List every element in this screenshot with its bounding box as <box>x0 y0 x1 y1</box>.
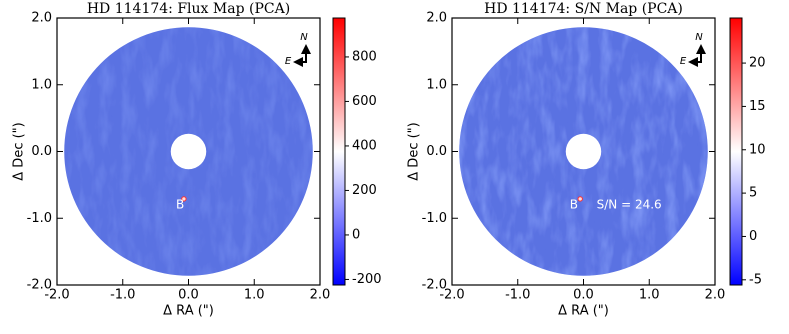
y-tick-label: -1.0 <box>422 211 447 226</box>
colorbar-tick-label: 0 <box>749 229 757 244</box>
image-noise <box>64 27 313 276</box>
companion <box>181 196 187 202</box>
x-tick-label: -1.0 <box>110 288 135 303</box>
annotation: B <box>570 197 578 211</box>
compass-east: E <box>680 56 687 67</box>
y-tick-label: 1.0 <box>31 77 52 92</box>
colorbar <box>729 17 743 286</box>
compass-north: N <box>300 32 308 43</box>
annotation: B <box>176 197 184 211</box>
y-tick-label: -2.0 <box>422 278 447 293</box>
compass-north: N <box>695 32 703 43</box>
annotation: S/N = 24.6 <box>597 197 662 211</box>
compass-east: E <box>285 56 292 67</box>
y-axis-label: Δ Dec (") <box>407 122 422 180</box>
chart-title: HD 114174: Flux Map (PCA) <box>87 1 290 17</box>
colorbar-tick-label: 0 <box>352 227 360 242</box>
x-tick-label: 0.0 <box>178 288 199 303</box>
image <box>64 27 313 276</box>
colorbar-tick-label: -200 <box>352 272 382 287</box>
y-tick-label: 0.0 <box>426 144 447 159</box>
y-axis-label: Δ Dec (") <box>12 122 27 180</box>
x-tick-label: 1.0 <box>244 288 265 303</box>
colorbar-tick-label: 200 <box>352 183 377 198</box>
x-axis-label: Δ RA (") <box>163 304 214 319</box>
chart-title: HD 114174: S/N Map (PCA) <box>484 1 683 17</box>
colorbar-tick-label: 20 <box>749 56 766 71</box>
y-tick-label: -1.0 <box>27 211 52 226</box>
image <box>459 27 708 276</box>
y-tick-label: 2.0 <box>426 11 447 26</box>
x-tick-label: 2.0 <box>705 288 726 303</box>
colorbar <box>332 17 346 286</box>
colorbar-tick-label: 800 <box>352 49 377 64</box>
x-tick-label: 1.0 <box>639 288 660 303</box>
y-tick-label: 1.0 <box>426 77 447 92</box>
x-tick-label: -2.0 <box>44 288 69 303</box>
x-tick-label: -1.0 <box>505 288 530 303</box>
companion <box>577 196 583 202</box>
y-tick-label: 2.0 <box>31 11 52 26</box>
colorbar-tick-label: 400 <box>352 138 377 153</box>
x-axis-label: Δ RA (") <box>558 304 609 319</box>
image-noise <box>459 27 708 276</box>
colorbar-tick-label: 600 <box>352 94 377 109</box>
colorbar-tick-label: 5 <box>749 186 757 201</box>
colorbar-tick-label: -5 <box>749 272 762 287</box>
x-tick-label: 2.0 <box>310 288 331 303</box>
colorbar-tick-label: 15 <box>749 99 766 114</box>
x-tick-label: -2.0 <box>439 288 464 303</box>
colorbar-tick-label: 10 <box>749 142 766 157</box>
y-tick-label: 0.0 <box>31 144 52 159</box>
x-tick-label: 0.0 <box>573 288 594 303</box>
y-tick-label: -2.0 <box>27 278 52 293</box>
